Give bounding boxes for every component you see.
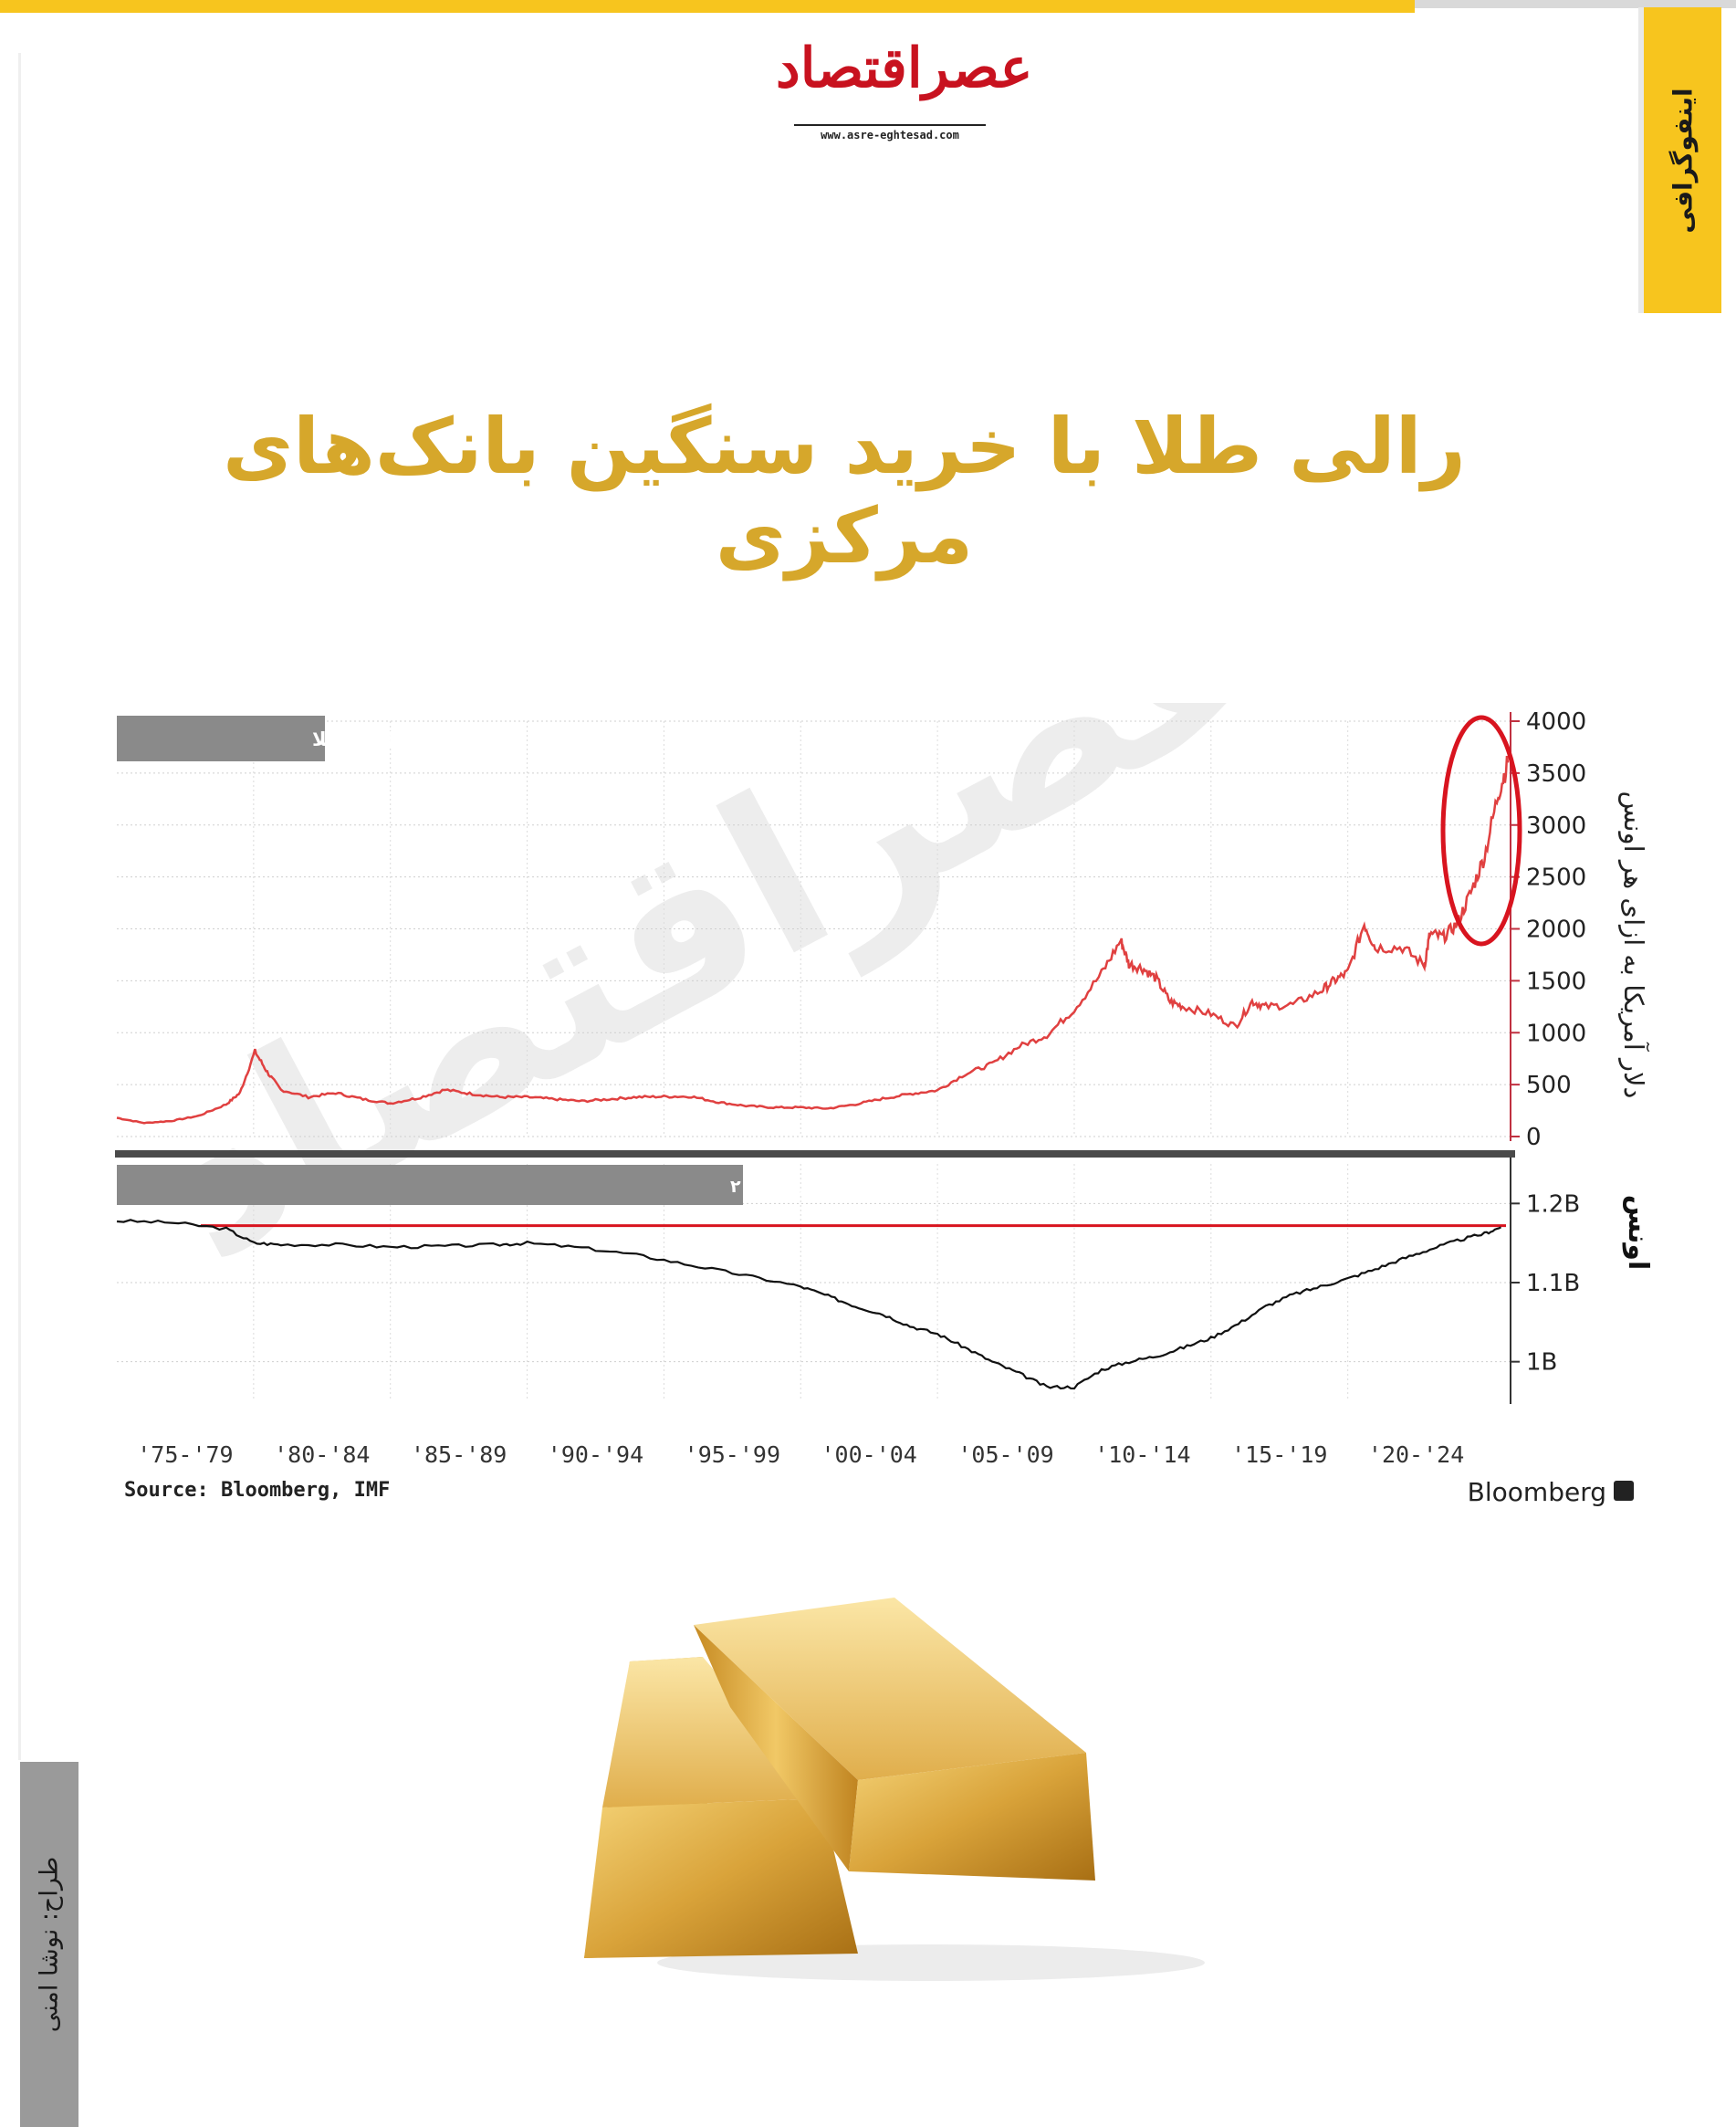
upper-y-tick-label: 3500 xyxy=(1526,760,1586,788)
top-accent-bar xyxy=(0,0,1415,13)
designer-credit-box: طراح: نوشا امنی xyxy=(20,1762,78,2127)
upper-title-box xyxy=(117,716,325,761)
x-tick-label: '85-'89 xyxy=(411,1441,507,1468)
x-tick-label: '95-'99 xyxy=(685,1441,780,1468)
x-tick-label: '05-'09 xyxy=(957,1441,1053,1468)
imf-reserve-line xyxy=(116,1219,1502,1390)
category-tab: اینفوگرافی xyxy=(1638,7,1721,313)
lower-vertical-gridlines xyxy=(253,1164,1349,1401)
top-grey-bar xyxy=(1415,0,1736,8)
x-tick-label: '90-'94 xyxy=(548,1441,643,1468)
chart-watermark: عصراقتصاد xyxy=(114,703,1312,1311)
upper-y-tick-label: 1000 xyxy=(1526,1020,1586,1047)
logo-url: www.asre-eghtesad.com xyxy=(794,124,986,141)
gold-chart: عصراقتصاد 4000 3500 3000 2500 2000 1500 1000 50… xyxy=(114,703,1654,1507)
gold-price-line xyxy=(116,755,1510,1125)
lower-y-tick-label: 1B xyxy=(1526,1349,1557,1377)
x-tick-label: '75-'79 xyxy=(137,1441,233,1468)
x-tick-label: '00-'04 xyxy=(821,1441,917,1468)
x-tick-label: '80-'84 xyxy=(274,1441,370,1468)
logo-wordmark: عصراقتصاد xyxy=(776,37,1034,100)
x-tick-label: '10-'14 xyxy=(1094,1441,1190,1468)
publisher-logo: عصراقتصاد www.asre-eghtesad.com xyxy=(776,37,1034,146)
gold-bar-front-side xyxy=(694,1625,858,1871)
upper-y-label: دلار آمریکا به ازای هر اونس xyxy=(1618,791,1650,1099)
lower-y-label: اونس xyxy=(1622,1195,1654,1271)
gold-bar-back-front xyxy=(584,1798,858,1958)
x-tick-label: '15-'19 xyxy=(1231,1441,1327,1468)
lower-y-tick-label: 1.2B xyxy=(1526,1190,1580,1218)
upper-vertical-gridlines xyxy=(253,721,1349,1137)
upper-y-tick-label: 2500 xyxy=(1526,864,1586,892)
lower-y-tick-label: 1.1B xyxy=(1526,1270,1580,1297)
brand-icon xyxy=(1614,1481,1634,1501)
category-label: اینفوگرافی xyxy=(1668,87,1698,234)
x-axis-ticks: '75-'79 '80-'84 '85-'89 '90-'94 '95-'99 '00-'… xyxy=(137,1441,1464,1468)
gold-bars-illustration xyxy=(584,1598,1205,1981)
panel-separator xyxy=(115,1150,1515,1158)
surge-highlight-ellipse xyxy=(1440,715,1522,947)
page-title: رالی طلا با خرید سنگین بانک‌های مرکزی xyxy=(223,402,1466,581)
gold-bar-front-face xyxy=(849,1753,1095,1881)
upper-y-tick-label: 1500 xyxy=(1526,968,1586,995)
left-border-line xyxy=(18,53,21,1760)
gold-bar-back-top xyxy=(602,1657,821,1807)
designer-credit: طراح: نوشا امنی xyxy=(35,1856,64,2033)
lower-title-box xyxy=(117,1165,743,1205)
source-note: Source: Bloomberg, IMF xyxy=(124,1479,390,1502)
gold-bar-front-top xyxy=(694,1598,1086,1780)
upper-y-tick-label: 4000 xyxy=(1526,708,1586,736)
upper-y-tick-label: 500 xyxy=(1526,1072,1572,1099)
upper-y-tick-label: 0 xyxy=(1526,1124,1542,1151)
brand-label: Bloomberg xyxy=(1468,1477,1606,1507)
lower-title: ذخایر طلای جهانی صندوق بین‌المللی پول در… xyxy=(730,1177,1260,1197)
upper-title: قیمت لحظه‌ای طلا xyxy=(312,728,487,750)
lower-y-ticks: 1.2B 1.1B 1B xyxy=(1511,1190,1580,1377)
upper-y-ticks: 4000 3500 3000 2500 2000 1500 1000 500 0 xyxy=(1511,708,1586,1151)
x-tick-label: '20-'24 xyxy=(1368,1441,1464,1468)
upper-y-tick-label: 3000 xyxy=(1526,812,1586,840)
upper-y-tick-label: 2000 xyxy=(1526,917,1586,944)
